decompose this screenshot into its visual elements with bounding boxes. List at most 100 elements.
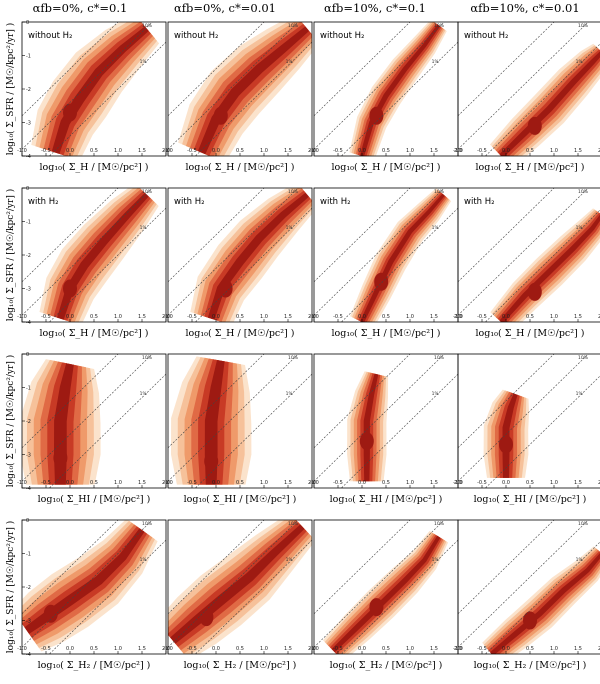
x-tick-label: -0.5 [333,148,343,154]
panel-label: with H₂ [320,197,351,207]
x-tick-label: -1.0 [309,148,319,154]
density-contours: 10% 1% [314,520,458,654]
x-tick-label: 1.5 [574,148,582,154]
x-tick-label: 0.0 [212,148,220,154]
reference-line-label-2: 10% [142,355,153,361]
x-tick-label: -1.0 [453,148,463,154]
y-tick-label: -1 [26,220,31,226]
x-ticks: -1.0 -0.5 0.0 0.5 1.0 1.5 2.0 [17,314,170,322]
reference-line-label-2: 10% [578,189,589,195]
reference-line-label-2: 10% [434,189,445,195]
x-tick-label: 2.0 [162,148,170,154]
x-tick-label: -1.0 [17,314,27,320]
contour-level-6 [360,24,441,156]
contour-level-5 [497,49,600,156]
reference-line-label-3: 1% [140,557,148,563]
reference-line-label-3: 1% [432,59,440,65]
x-tick-label: 1.5 [574,480,582,486]
x-tick-label: -1.0 [163,480,173,486]
y-tick-label: 0 [26,20,29,26]
contour-level-5 [47,23,151,156]
x-ticks: -1.0 -0.5 0.0 0.5 1.0 1.5 2.0 [309,480,462,488]
x-tick-label: -1.0 [163,314,173,320]
panel-grid: 10% 1% -1.0 -0.5 0.0 0.5 1.0 1.5 2.0 -4 -3 -2 -1 0 wit… [5,20,600,671]
x-tick-label: 1.0 [406,148,414,154]
x-axis-label: log₁₀( Σ_HI / [M☉/pc²] ) [330,494,443,505]
x-axis-label: log₁₀( Σ_H₂ / [M☉/pc²] ) [474,660,587,671]
panel-r3-c1: 10% 1% -1.0 -0.5 0.0 0.5 1.0 1.5 2.0 -4 -3 -2 -1 0 log… [17,352,170,505]
x-tick-label: 0.5 [236,646,244,652]
x-tick-label: 0.0 [66,646,74,652]
x-tick-label: -1.0 [17,480,27,486]
y-tick-label: -3 [26,121,31,127]
x-tick-label: 1.5 [430,148,438,154]
x-tick-label: -1.0 [163,148,173,154]
panel-r3-c2: 10% 1% -1.0 -0.5 0.0 0.5 1.0 1.5 2.0 log₁₀( Σ_HI … [163,353,316,505]
y-axis-label: log₁₀( Σ_SFR / [M☉/kpc²/yr] ) [5,23,16,155]
panel-r2-c3: 10% 1% -1.0 -0.5 0.0 0.5 1.0 1.5 2.0 with H₂ log₁₀… [309,187,462,339]
x-ticks: -1.0 -0.5 0.0 0.5 1.0 1.5 2.0 [453,480,600,488]
x-tick-label: 0.0 [66,480,74,486]
x-axis-label: log₁₀( Σ_H / [M☉/pc²] ) [476,162,585,173]
panel-r1-c4: 10% 1% -1.0 -0.5 0.0 0.5 1.0 1.5 2.0 without H₂ lo… [453,21,600,173]
x-ticks: -1.0 -0.5 0.0 0.5 1.0 1.5 2.0 [17,646,170,654]
x-axis-label: log₁₀( Σ_H₂ / [M☉/pc²] ) [38,660,151,671]
x-axis-label: log₁₀( Σ_H₂ / [M☉/pc²] ) [184,660,297,671]
panel-label: with H₂ [174,197,205,207]
x-axis-label: log₁₀( Σ_H₂ / [M☉/pc²] ) [330,660,443,671]
density-core [374,272,389,291]
density-contours: 10% 1% [168,188,312,322]
x-tick-label: 1.5 [574,314,582,320]
panel-label: without H₂ [28,31,72,41]
panel-r4-c2: 10% 1% -1.0 -0.5 0.0 0.5 1.0 1.5 2.0 log₁₀( Σ_H₂ … [163,519,316,671]
density-contours: 10% 1% [168,354,312,488]
x-tick-label: 0.0 [66,314,74,320]
density-core [499,435,513,454]
x-tick-label: -0.5 [41,646,51,652]
x-tick-label: 0.5 [382,314,390,320]
panel-label: without H₂ [174,31,218,41]
x-tick-label: 1.5 [284,480,292,486]
reference-line-label-2: 10% [578,23,589,29]
x-tick-label: 2.0 [308,480,316,486]
y-ticks: -4 -3 -2 -1 0 [22,518,31,658]
x-tick-label: 0.5 [382,646,390,652]
y-tick-label: 0 [26,518,29,524]
x-tick-label: 0.5 [382,148,390,154]
panel-r2-c1: 10% 1% -1.0 -0.5 0.0 0.5 1.0 1.5 2.0 -4 -3 -2 -1 0 wit… [17,186,170,339]
x-ticks: -1.0 -0.5 0.0 0.5 1.0 1.5 2.0 [163,480,316,488]
x-tick-label: 0.0 [358,314,366,320]
x-tick-label: 0.5 [236,148,244,154]
reference-line-label-2: 10% [288,189,299,195]
x-tick-label: 1.0 [114,148,122,154]
density-contours: 10% 1% [22,22,166,156]
density-contours: 10% 1% [314,188,458,322]
x-tick-label: 1.5 [284,646,292,652]
y-tick-label: -1 [26,54,31,60]
x-tick-label: -1.0 [17,148,27,154]
density-core [527,116,542,135]
contour-level-6 [207,192,309,320]
density-contours: 10% 1% [458,520,600,654]
x-tick-label: 1.0 [114,314,122,320]
y-axis-label: log₁₀( Σ_SFR / [M☉/kpc²/yr] ) [5,189,16,321]
reference-line-label-3: 1% [140,59,148,65]
x-tick-label: 0.0 [358,480,366,486]
x-tick-label: -1.0 [453,646,463,652]
y-tick-label: -4 [26,486,31,492]
density-contours: 10% 1% [458,22,600,156]
density-core [369,598,384,617]
x-tick-label: 0.0 [212,314,220,320]
x-tick-label: 0.5 [236,480,244,486]
y-tick-label: -1 [26,552,31,558]
y-tick-label: -2 [26,253,31,259]
density-core [43,604,58,623]
x-tick-label: 0.0 [66,148,74,154]
x-ticks: -1.0 -0.5 0.0 0.5 1.0 1.5 2.0 [453,314,600,322]
x-tick-label: 0.0 [358,646,366,652]
x-tick-label: 1.0 [260,148,268,154]
reference-line-label-3: 1% [286,557,294,563]
density-core [63,103,77,122]
contour-level-6 [490,553,600,654]
x-tick-label: 0.0 [502,480,510,486]
